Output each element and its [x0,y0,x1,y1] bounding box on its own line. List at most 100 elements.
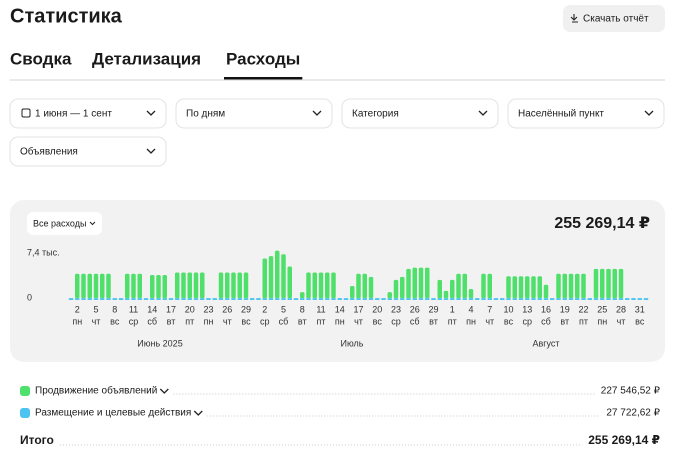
tab[interactable]: Сводка [10,49,72,68]
bar-segment [612,298,617,300]
bar-segment [406,268,411,299]
summary-amount: 27 722,62 ₽ [606,408,660,419]
select-bg [341,98,499,129]
x-tick-weekday: сб [147,316,157,326]
bar-segment [518,276,524,299]
bar-segment [331,298,336,300]
bar-segment [425,298,430,300]
dropdown-bg [27,212,102,235]
bar-segment [375,298,380,300]
chevron [159,388,169,394]
bar-segment [518,298,524,300]
select-bg [9,98,167,129]
bar-segment [625,298,630,300]
filter-select[interactable]: 1 июня — 1 сент [9,98,167,129]
page-title: Статистика [10,5,123,27]
download-button[interactable]: Скачать отчёт [563,5,665,32]
bar-segment [181,272,186,299]
x-tick-weekday: пт [317,316,326,326]
expense-dropdown[interactable]: Все расходы [27,212,102,235]
bar-segment [100,298,105,300]
bar-segment [193,298,199,300]
bar-segment [106,298,111,300]
bar-segment [600,268,605,299]
bar-segment [606,298,611,300]
chevron [89,221,96,226]
x-tick-weekday: чт [92,316,101,326]
dropdown-label: Все расходы [33,218,86,228]
bar-segment [287,298,292,300]
bar-segment [575,273,580,299]
x-tick-label: 11 [129,304,138,314]
y-tick-label: 0 [27,292,32,302]
bar-segment [387,298,392,300]
tab[interactable]: Детализация [92,49,201,68]
x-tick-label: 29 [428,304,438,314]
bar-segment [125,273,130,299]
bar-segment [575,298,580,300]
x-tick-label: 17 [353,304,363,314]
bar-segment [118,298,124,300]
x-tick-label: 13 [522,304,532,314]
filter-select[interactable]: Категория [341,98,499,129]
bar-segment [568,273,574,299]
bar-segment [87,273,92,299]
bar-segment [543,298,549,300]
bar-segment [556,273,561,299]
bar-segment [187,272,192,299]
x-tick-weekday: вс [110,316,120,326]
bar-segment [300,292,305,299]
bar-segment [593,298,599,300]
bar-segment [443,290,449,299]
bar-segment [368,298,374,300]
tab[interactable]: Расходы [226,49,300,68]
x-tick-label: 14 [147,304,157,314]
bar-segment [218,298,224,300]
tabs: Сводка Детализация Расходы [10,49,303,80]
x-tick-weekday: пт [579,316,588,326]
x-tick-weekday: чт [354,316,363,326]
bar-segment [231,272,236,299]
bar-segment [506,276,511,299]
filters: 1 июня — 1 сент По дням Категория Населённы… [9,98,665,167]
bar-segment [468,298,474,300]
filter-select[interactable]: По дням [175,98,333,129]
chevron [312,110,322,116]
bar-segment [250,298,255,300]
bar-segment [400,298,405,300]
x-tick-weekday: ср [260,316,270,326]
bar-segment [425,267,430,299]
bar-segment [287,266,292,299]
bar-segment [162,298,167,300]
bar-segment [493,298,499,300]
bar-segment [462,298,467,300]
bar-segment [618,268,624,299]
bar-segment [525,276,530,299]
bar-segment [156,275,161,299]
select-bg [175,98,333,129]
bar-segment [606,268,611,299]
bar-segment [456,273,461,299]
bar-segment [312,298,317,300]
filter-select[interactable]: Объявления [9,136,167,167]
bar-segment [325,272,330,299]
x-tick-weekday: чт [617,316,626,326]
bar-segment [150,298,155,300]
filter-select[interactable]: Населённый пункт [507,98,665,129]
x-tick-weekday: пн [466,316,476,326]
bar-segment [200,272,205,299]
summary-name[interactable]: Продвижение объявлений [35,385,157,397]
x-tick-weekday: пн [72,316,82,326]
chevron [146,110,156,116]
bar-segment [281,254,286,299]
bar-segment [525,298,530,300]
x-tick-label: 22 [578,304,588,314]
x-tick-weekday: вт [298,316,307,326]
select-label: По дням [186,109,225,120]
x-tick-label: 23 [391,304,401,314]
summary-name[interactable]: Размещение и целевые действия [35,408,191,419]
bar-segment [437,298,442,300]
x-tick-weekday: пн [597,316,607,326]
bar-segment [337,298,342,300]
